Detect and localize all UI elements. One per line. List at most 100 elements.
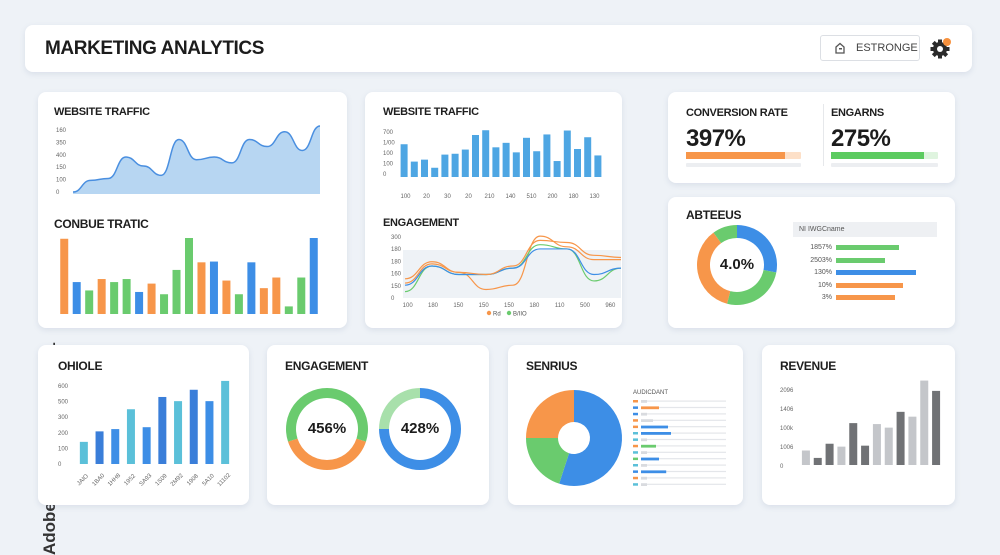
x-tick-label: 1BA0 [92,473,107,488]
legend-track [641,413,726,415]
legend-swatch [633,470,638,473]
engarns-progress [831,152,938,159]
legend-bar [641,412,647,416]
pie-slice [526,438,570,484]
senrius-legend [633,400,726,486]
y-tick-label: 0 [383,172,387,178]
x-tick-label: 150 [453,303,464,309]
engagement-donut-1 [286,388,368,470]
legend-swatch [633,438,638,441]
bar [95,431,104,464]
abteeus-row-bar [836,295,895,300]
traffic-area-chart: 0 100 150 400 350 160 [56,125,321,196]
x-tick-label: 130 [589,194,600,200]
bar [813,457,822,465]
legend-swatch [633,451,638,454]
bar [533,151,541,177]
bar [97,279,106,314]
bar [79,441,88,464]
legend-marker [506,310,512,316]
bar [502,142,510,177]
bar [451,153,459,177]
y-tick-label: 0 [56,190,60,196]
y-tick-label: 150 [56,165,67,171]
y-tick-label: 180 [391,259,402,265]
bar [309,238,318,314]
engagement-donut-2 [379,388,461,470]
engagement-donuts-title: ENGAGEMENT [285,359,369,373]
x-tick-label: 210 [484,194,495,200]
engarns-value: 275% [831,125,891,152]
abteeus-row-label: 2503% [810,256,832,264]
divider [686,163,801,167]
y-tick-label: 0 [391,296,395,302]
x-tick-label: 1952 [123,473,137,487]
legend-bar [641,476,647,480]
bar [158,396,167,464]
legend-track [641,445,726,447]
bar [825,443,834,465]
y-tick-label: 300 [391,235,402,241]
kpi-card: CONVERSION RATE 397% ENGARNS 275% [668,92,955,183]
series-line [404,239,622,280]
y-tick-label: 100k [780,426,794,432]
legend-label: B/IIO [513,312,527,318]
legend-bar [641,464,647,467]
x-tick-label: 200 [547,194,558,200]
bar [574,149,581,177]
y-tick-label: 150 [391,284,402,290]
senrius-legend-title: AUDICDANT [633,390,669,396]
y-tick-label: 700 [383,130,394,136]
bar [584,137,592,177]
abteeus-title: ABTEEUS [686,208,742,222]
donut1-value: 456% [307,420,347,437]
store-button[interactable]: ESTRONGE [820,35,920,61]
bar [126,409,135,464]
area-line [72,125,321,193]
legend-track [641,400,726,402]
abteeus-row-bar [836,245,899,250]
y-tick-label: 600 [58,384,69,390]
legend-swatch [633,412,638,416]
legend-track [641,426,726,428]
conbue-title: CONBUE TRATIC [54,217,149,231]
bar [172,269,181,314]
bar [410,161,418,177]
legend-swatch [633,483,638,486]
y-tick-label: 1006 [780,445,794,451]
bar [272,277,281,314]
bar [543,134,551,177]
ohiole-title: OHIOLE [58,359,103,373]
legend-swatch [633,400,638,403]
page-title: MARKETING ANALYTICS [45,38,264,59]
x-tick-label: 500 [580,303,591,309]
legend-swatch [633,457,638,461]
traffic-card: WEBSITE TRAFFIC 0 100 150 400 350 160 CONBUE … [38,92,347,328]
legend-track [641,483,726,485]
legend-bar [641,406,659,410]
legend-track [641,432,726,434]
ohiole-card: OHIOLE 0 100 200 300 500 600 JAIO 1BA0 1HH8 1952 S… [38,345,249,505]
pie-slice [697,232,731,304]
legend-bar [641,438,647,442]
x-tick-label: 140 [505,194,516,200]
bar [512,152,520,177]
x-tick-label: 2M92 [170,472,185,487]
engagement-line-chart: 0 150 160 180 180 300 100 180 150 150 150 180 110 500… [391,235,622,318]
series-line [404,235,621,291]
y-tick-label: 500 [58,400,69,406]
y-tick-label: 160 [391,272,402,278]
legend-marker [486,310,492,316]
y-tick-label: 1406 [780,407,794,413]
abteeus-row-bar [836,270,916,275]
abteeus-center-value: 4.0% [719,256,755,273]
bar [461,149,469,177]
y-tick-label: 0 [58,462,62,468]
x-tick-label: 11102 [217,472,233,488]
x-tick-label: 510 [526,194,537,200]
bar [801,450,810,465]
legend-bar [641,425,668,429]
gear-icon[interactable] [930,37,952,59]
bar [197,262,206,314]
bar [142,427,151,464]
